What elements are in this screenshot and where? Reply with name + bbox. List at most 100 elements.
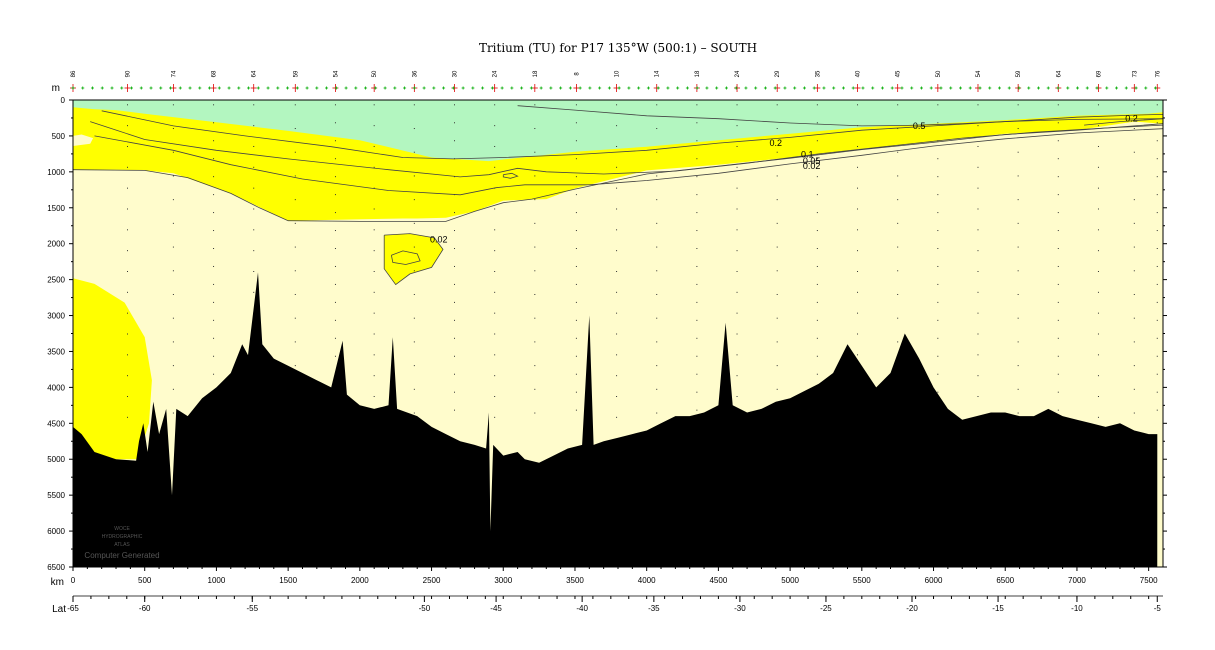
contour-label: 0.02 xyxy=(430,234,448,244)
sample-point xyxy=(776,151,778,153)
sample-point xyxy=(937,122,939,124)
sample-point xyxy=(1017,388,1019,390)
sample-point xyxy=(172,199,174,201)
station-label: 29 xyxy=(775,70,781,77)
sample-point xyxy=(172,151,174,153)
sample-point xyxy=(1097,166,1099,168)
depth-tick-label: 4000 xyxy=(47,383,65,392)
sample-point xyxy=(334,140,336,142)
sample-point xyxy=(937,230,939,232)
sample-point xyxy=(294,317,296,319)
sample-point xyxy=(616,416,618,418)
depth-tick-label: 1500 xyxy=(47,204,65,213)
latitude-tick-label: -45 xyxy=(490,604,502,613)
sample-point xyxy=(172,365,174,367)
sample-point xyxy=(1097,187,1099,189)
sample-point xyxy=(816,230,818,232)
sample-point xyxy=(534,317,536,319)
sample-point xyxy=(696,373,698,375)
sample-point xyxy=(454,319,455,321)
sample-point xyxy=(334,104,336,106)
latitude-tick-label: -50 xyxy=(419,604,431,613)
sample-point xyxy=(373,166,375,168)
sample-point xyxy=(977,375,979,377)
sample-point xyxy=(575,265,577,267)
sample-point xyxy=(534,128,536,130)
sample-point xyxy=(616,187,618,189)
sample-point xyxy=(736,250,738,252)
distance-tick-label: 5500 xyxy=(853,576,871,585)
sample-point xyxy=(937,104,939,106)
sample-point xyxy=(1057,355,1059,357)
sample-point xyxy=(1057,104,1059,106)
sample-point xyxy=(253,208,255,210)
band-low-deep-blob xyxy=(73,278,152,460)
sample-point xyxy=(1133,151,1135,153)
sample-point xyxy=(616,208,618,210)
sample-point xyxy=(776,199,778,201)
sample-point xyxy=(937,248,939,250)
sample-point xyxy=(213,158,215,160)
station-label: 90 xyxy=(126,70,132,77)
sample-point xyxy=(172,222,174,224)
depth-tick-label: 3500 xyxy=(47,347,65,356)
sample-point xyxy=(1097,312,1099,314)
contour-line-0-02 xyxy=(73,123,1163,222)
sample-point xyxy=(334,212,336,214)
sample-point xyxy=(575,158,577,160)
depth-tick-label: 2500 xyxy=(47,276,65,285)
station-label: 10 xyxy=(615,70,621,77)
sample-point xyxy=(373,396,375,398)
sample-point xyxy=(1156,337,1158,339)
sample-point xyxy=(1057,230,1059,232)
logo-line-2: HYDROGRAPHIC xyxy=(102,534,143,540)
sample-point xyxy=(616,125,618,127)
sample-point xyxy=(816,337,818,339)
sample-point xyxy=(334,265,336,267)
sample-point xyxy=(373,291,375,293)
sample-point xyxy=(1057,194,1059,196)
sample-point xyxy=(696,248,698,250)
sample-point xyxy=(816,140,818,142)
contour-line-0-5 xyxy=(517,105,1163,127)
sample-point xyxy=(816,319,818,321)
sample-point xyxy=(127,291,128,293)
sample-point xyxy=(334,355,336,357)
sample-point xyxy=(776,365,778,367)
sample-point xyxy=(1057,391,1059,393)
station-label: 69 xyxy=(1096,70,1102,77)
sample-point xyxy=(897,128,899,130)
contour-line-unlabeled xyxy=(502,172,519,179)
distance-tick-label: 2500 xyxy=(423,576,441,585)
sample-point xyxy=(334,230,336,232)
distance-unit-label: km xyxy=(51,577,64,588)
sample-point xyxy=(1057,337,1059,339)
sample-point xyxy=(575,355,577,357)
contour-label: 0.2 xyxy=(770,138,783,148)
sample-point xyxy=(736,208,738,210)
sample-point xyxy=(1017,175,1019,177)
sample-point xyxy=(334,122,336,124)
contour-line-0-1 xyxy=(90,121,1163,178)
sample-point xyxy=(736,354,738,356)
sample-point xyxy=(616,354,618,356)
sample-point xyxy=(454,337,455,339)
latitude-tick-label: -25 xyxy=(820,604,832,613)
sample-point xyxy=(977,125,979,127)
sample-point xyxy=(454,140,455,142)
sample-point xyxy=(373,375,375,377)
sample-point xyxy=(1097,125,1099,127)
sample-point xyxy=(534,199,536,201)
distance-tick-label: 7000 xyxy=(1068,576,1086,585)
station-label: 50 xyxy=(372,70,378,77)
sample-point xyxy=(857,312,859,314)
sample-point xyxy=(413,365,415,367)
sample-point xyxy=(616,229,618,231)
sample-point xyxy=(172,246,174,248)
contour-label: 0.02 xyxy=(803,161,821,171)
depth-tick-label: 5500 xyxy=(47,491,65,500)
contour-label: 0.2 xyxy=(1125,113,1138,123)
station-label: 59 xyxy=(1016,70,1022,77)
distance-tick-label: 7500 xyxy=(1140,576,1158,585)
sample-point xyxy=(937,319,939,321)
